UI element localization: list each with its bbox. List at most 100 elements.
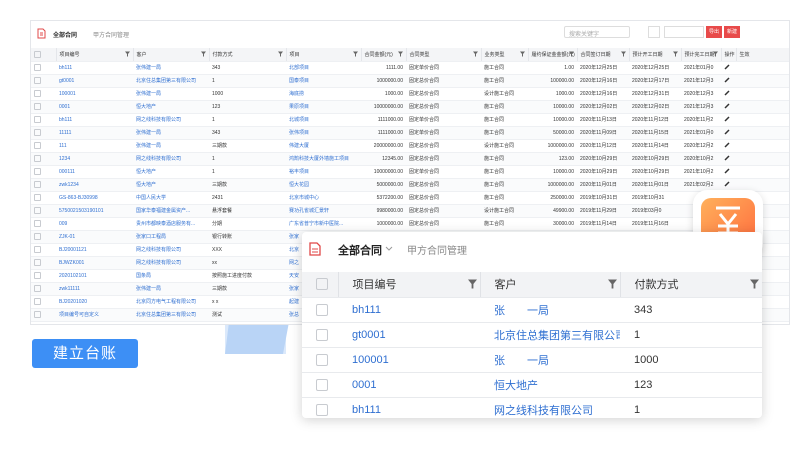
cell-text[interactable]: 张伟建一局 — [136, 143, 162, 149]
checkbox[interactable] — [316, 278, 328, 291]
cell-text[interactable]: 张伟项目 — [289, 130, 310, 136]
filter-icon[interactable] — [620, 51, 626, 57]
cell-text[interactable]: 网之线科技有限公司 — [136, 117, 182, 123]
checkbox[interactable] — [34, 220, 41, 227]
checkbox[interactable] — [34, 168, 41, 175]
checkbox[interactable] — [34, 181, 41, 188]
edit-icon[interactable] — [724, 115, 730, 122]
cell-text[interactable]: ZJK-01 — [59, 233, 76, 240]
cell-text[interactable]: 赛功孔雀城汇景轩 — [289, 208, 330, 214]
cell-text[interactable]: 张家 — [289, 286, 300, 292]
checkbox[interactable] — [34, 272, 41, 279]
cell-text[interactable]: 张家 — [289, 234, 300, 240]
cell-text[interactable]: 北城项目 — [289, 117, 310, 123]
cell-text[interactable]: bh111 — [59, 116, 73, 123]
cell-text[interactable]: 北京同方电气工程有限公司 — [136, 299, 197, 305]
checkbox[interactable] — [34, 311, 41, 318]
filter-icon[interactable] — [124, 51, 130, 57]
checkbox[interactable] — [34, 233, 41, 240]
cell-text[interactable]: 北京住总集团第三有限公司 — [136, 312, 197, 318]
cell-text[interactable]: 网之线科技有限公司 — [136, 247, 182, 253]
cell-text[interactable]: BJWZK001 — [59, 259, 85, 266]
cell-text[interactable]: 1234 — [59, 155, 71, 162]
create-button[interactable]: 新建 — [724, 26, 740, 38]
refresh[interactable] — [648, 26, 660, 38]
edit-icon[interactable] — [724, 180, 730, 187]
cell-text[interactable]: 国条局 — [136, 273, 152, 279]
search[interactable]: 搜索关键字 — [564, 26, 630, 38]
cell-text[interactable]: 张伟建一局 — [136, 91, 162, 97]
filter-icon[interactable] — [568, 51, 574, 57]
cell-text[interactable]: 009 — [59, 220, 68, 227]
dropdown[interactable] — [385, 246, 393, 252]
edit-icon[interactable] — [724, 128, 730, 135]
checkbox[interactable] — [34, 155, 41, 162]
edit-icon[interactable] — [724, 154, 730, 161]
cell-text[interactable]: 广东省普宁市新中医院... — [289, 221, 344, 227]
cell-text[interactable]: BJ20201020 — [59, 298, 88, 305]
cell-text[interactable]: 北京住总集团第三有限公司 — [494, 329, 620, 342]
cell-text[interactable]: 张 一局 — [494, 354, 549, 367]
cell-text[interactable]: 恒大花园 — [289, 182, 310, 188]
cell-text[interactable]: 恒大地产 — [136, 182, 157, 188]
checkbox[interactable] — [34, 50, 41, 58]
tools[interactable] — [664, 26, 704, 38]
cell-text[interactable]: 北部项目 — [289, 65, 310, 71]
edit-icon[interactable] — [724, 89, 730, 96]
export-button[interactable]: 导出 — [706, 26, 722, 38]
cell-text[interactable]: 网之线科技有限公司 — [136, 156, 182, 162]
cell-text[interactable]: 张总 — [289, 312, 300, 318]
cell-text[interactable]: 网之 — [289, 260, 300, 266]
cell-text[interactable]: 北京 — [289, 247, 300, 253]
checkbox[interactable] — [34, 246, 41, 253]
cell-text[interactable]: 11111 — [59, 129, 72, 136]
cell-text[interactable]: 中国人民大学 — [136, 195, 167, 201]
filter-icon[interactable] — [352, 51, 358, 57]
checkbox[interactable] — [316, 353, 328, 366]
cell-text[interactable]: zwk11111 — [59, 285, 81, 292]
edit-icon[interactable] — [724, 141, 730, 148]
edit-icon[interactable] — [724, 76, 730, 83]
cell-text[interactable]: 网之线科技有限公司 — [494, 404, 593, 417]
checkbox[interactable] — [34, 103, 41, 110]
cell-text[interactable]: 张伟建一局 — [136, 65, 162, 71]
filter-icon[interactable] — [397, 51, 403, 57]
cell-text[interactable]: 项目编号可自定义 — [59, 312, 100, 318]
checkbox[interactable] — [34, 142, 41, 149]
filter-icon[interactable] — [519, 51, 525, 57]
cell-text[interactable]: 5750021503190101 — [59, 207, 104, 214]
cell-text[interactable]: 起建 — [289, 299, 300, 305]
cell-text[interactable]: 张伟建一局 — [136, 286, 162, 292]
cell-text[interactable]: 张 一局 — [494, 304, 549, 317]
cell-text[interactable]: bh111 — [352, 403, 381, 416]
cell-text[interactable]: 100001 — [352, 353, 389, 366]
cell-text[interactable]: 恒大地产 — [136, 169, 157, 175]
cell-text[interactable]: BJ20001121 — [59, 246, 87, 253]
cell-text[interactable]: 张家口工程局 — [136, 234, 167, 240]
cell-text[interactable]: gt0001 — [59, 77, 75, 84]
filter-icon[interactable] — [472, 51, 478, 57]
edit-icon[interactable] — [724, 63, 730, 70]
filter-icon[interactable] — [467, 279, 477, 289]
checkbox[interactable] — [34, 90, 41, 97]
checkbox[interactable] — [34, 207, 41, 214]
checkbox[interactable] — [34, 116, 41, 123]
cell-text[interactable]: 北京住总集团第三有限公司 — [136, 78, 197, 84]
tab[interactable]: 甲方合同管理 — [407, 246, 467, 257]
cell-text[interactable]: 0001 — [352, 378, 377, 391]
filter-icon[interactable] — [607, 279, 617, 289]
cell-text[interactable]: 张伟建一局 — [136, 130, 162, 136]
cell-text[interactable]: gt0001 — [352, 328, 386, 341]
cell-text[interactable]: 果原项目 — [289, 104, 310, 110]
checkbox[interactable] — [34, 259, 41, 266]
cell-text[interactable]: 海底捞 — [289, 91, 305, 97]
checkbox[interactable] — [34, 285, 41, 292]
cell-text[interactable]: 恒大地产 — [494, 379, 538, 392]
cell-text[interactable]: 网之线科技有限公司 — [136, 260, 182, 266]
cell-text[interactable]: bh111 — [352, 303, 381, 316]
filter-icon[interactable] — [672, 51, 678, 57]
checkbox[interactable] — [34, 194, 41, 201]
checkbox[interactable] — [34, 129, 41, 136]
checkbox[interactable] — [316, 378, 328, 391]
cell-text[interactable]: 贵州市都映泰酒店服务有... — [136, 221, 196, 227]
